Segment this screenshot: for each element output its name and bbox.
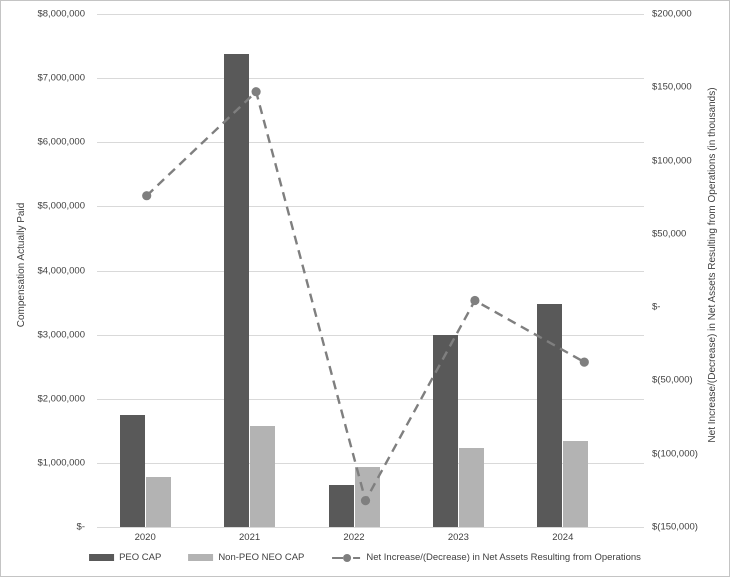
right-axis-tick-label: $(50,000) bbox=[652, 374, 693, 386]
line-marker bbox=[251, 87, 261, 97]
legend: PEO CAP Non-PEO NEO CAP Net Increase/(De… bbox=[89, 552, 641, 563]
legend-label-non-peo-neo-cap: Non-PEO NEO CAP bbox=[218, 552, 305, 563]
left-axis-tick-label: $3,000,000 bbox=[37, 328, 85, 340]
right-axis-tick-label: $(150,000) bbox=[652, 521, 698, 533]
bar-non-peo-neo-cap-2022 bbox=[354, 466, 380, 527]
gridline bbox=[97, 206, 644, 208]
gridline bbox=[97, 270, 644, 272]
right-axis-tick-label: $200,000 bbox=[652, 8, 692, 20]
bar-non-peo-neo-cap-2020 bbox=[145, 477, 171, 527]
line-marker bbox=[579, 357, 589, 367]
left-axis-tick-label: $2,000,000 bbox=[37, 393, 85, 405]
legend-item-peo-cap: PEO CAP bbox=[89, 552, 161, 563]
left-axis-tick-label: $8,000,000 bbox=[37, 8, 85, 20]
bar-peo-cap-2020 bbox=[119, 415, 145, 527]
legend-item-non-peo-neo-cap: Non-PEO NEO CAP bbox=[188, 552, 304, 563]
bar-non-peo-neo-cap-2024 bbox=[563, 441, 589, 527]
x-axis-tick-label: 2020 bbox=[134, 532, 156, 543]
left-axis-tick-label: $1,000,000 bbox=[37, 457, 85, 469]
bar-peo-cap-2023 bbox=[432, 334, 458, 527]
bar-peo-cap-2022 bbox=[328, 484, 354, 527]
right-axis-tick-label: $(100,000) bbox=[652, 447, 698, 459]
gridline bbox=[97, 14, 644, 15]
dashed-line-marker-icon bbox=[332, 553, 361, 562]
right-axis-title: Net Increase/(Decrease) in Net Assets Re… bbox=[707, 87, 718, 443]
bar-peo-cap-2024 bbox=[537, 303, 563, 527]
line-marker bbox=[470, 295, 480, 306]
non-peo-neo-cap-swatch-icon bbox=[188, 554, 214, 561]
left-axis-tick-label: $- bbox=[76, 521, 85, 533]
legend-label-peo-cap: PEO CAP bbox=[119, 552, 162, 563]
x-axis-tick-label: 2022 bbox=[343, 532, 365, 543]
left-axis-tick-label: $4,000,000 bbox=[37, 264, 85, 276]
gridline bbox=[97, 142, 644, 144]
bar-non-peo-neo-cap-2021 bbox=[250, 426, 276, 527]
left-axis-tick-label: $6,000,000 bbox=[37, 136, 85, 148]
x-axis-tick-label: 2024 bbox=[552, 532, 574, 543]
left-axis-tick-label: $5,000,000 bbox=[37, 200, 85, 212]
right-axis-tick-label: $150,000 bbox=[652, 81, 692, 93]
left-axis-tick-label: $7,000,000 bbox=[37, 72, 85, 84]
gridline bbox=[97, 527, 644, 528]
x-axis-tick-label: 2021 bbox=[239, 532, 261, 543]
x-axis-tick-label: 2023 bbox=[447, 532, 469, 543]
gridline bbox=[97, 78, 644, 80]
left-axis-title: Compensation Actually Paid bbox=[16, 202, 27, 328]
right-axis-tick-label: $50,000 bbox=[652, 228, 687, 240]
right-axis-tick-label: $- bbox=[652, 301, 661, 313]
right-axis-tick-label: $100,000 bbox=[652, 154, 692, 166]
bar-non-peo-neo-cap-2023 bbox=[458, 447, 484, 527]
bar-peo-cap-2021 bbox=[224, 54, 250, 527]
legend-item-net-increase: Net Increase/(Decrease) in Net Assets Re… bbox=[331, 552, 641, 563]
legend-label-net-increase: Net Increase/(Decrease) in Net Assets Re… bbox=[366, 552, 641, 563]
peo-cap-swatch-icon bbox=[89, 554, 115, 561]
line-marker bbox=[142, 191, 152, 201]
